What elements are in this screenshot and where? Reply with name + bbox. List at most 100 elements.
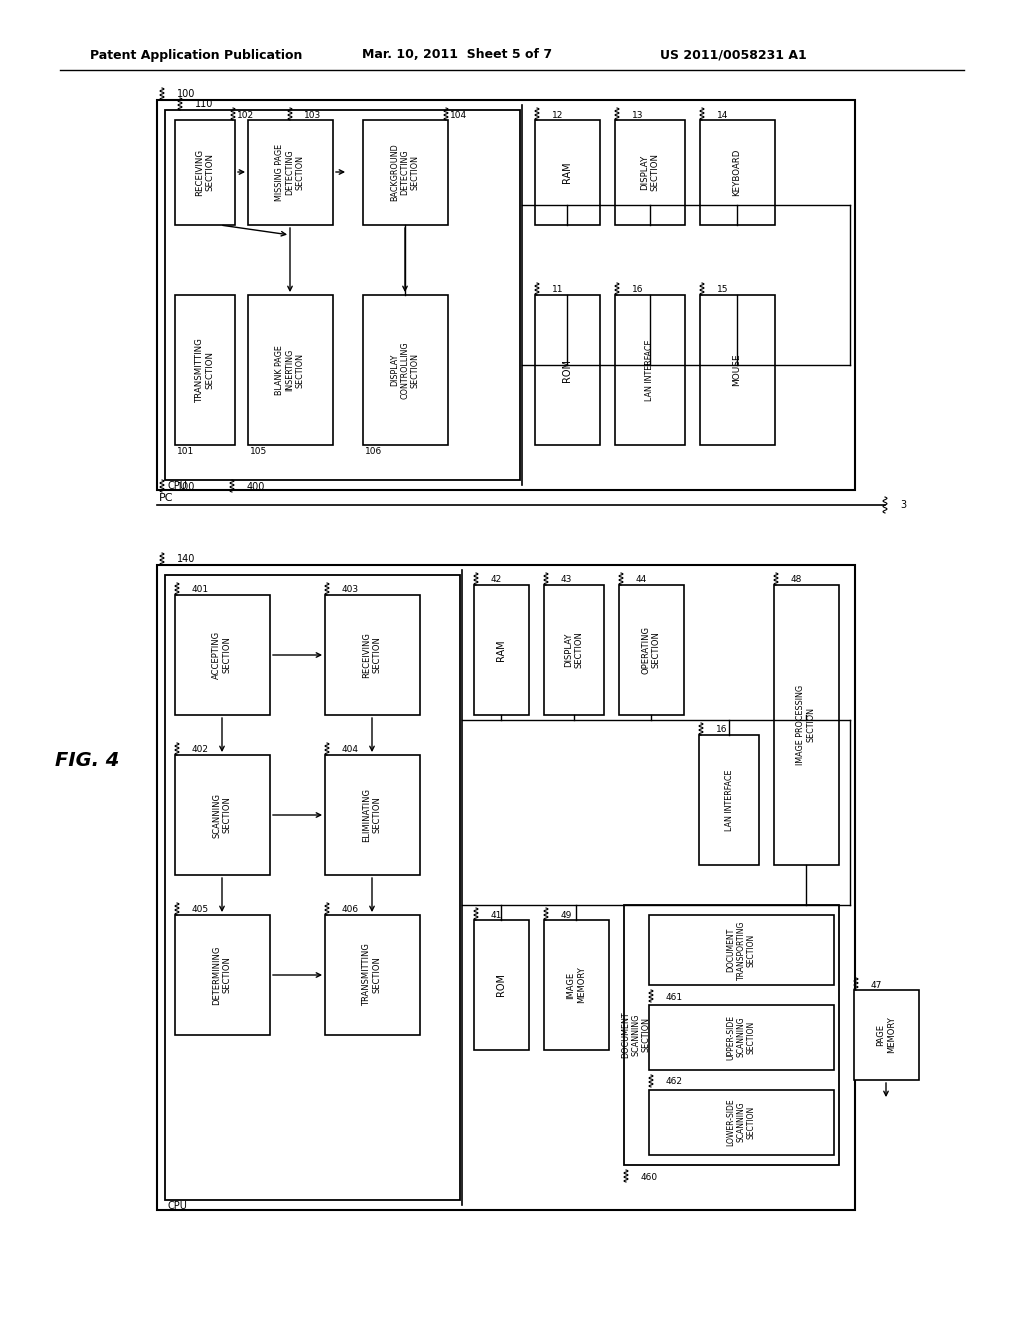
Bar (175, 915, 270, 1035)
Text: 105: 105 (250, 446, 267, 455)
Text: Patent Application Publication: Patent Application Publication (90, 49, 302, 62)
Text: 13: 13 (632, 111, 643, 120)
Text: 402: 402 (193, 746, 209, 755)
Text: 48: 48 (791, 576, 803, 585)
Text: DOCUMENT
SCANNING
SECTION: DOCUMENT SCANNING SECTION (622, 1011, 651, 1059)
Text: 461: 461 (666, 993, 683, 1002)
Text: 106: 106 (365, 446, 382, 455)
Bar (544, 585, 604, 715)
Text: CPU: CPU (168, 1201, 187, 1210)
Text: 12: 12 (552, 111, 563, 120)
Text: DISPLAY
SECTION: DISPLAY SECTION (640, 153, 659, 191)
Bar (649, 1005, 834, 1071)
Text: 104: 104 (450, 111, 467, 120)
Text: MISSING PAGE
DETECTING
SECTION: MISSING PAGE DETECTING SECTION (275, 144, 305, 201)
Text: PC: PC (159, 492, 173, 503)
Bar (535, 120, 600, 224)
Text: 41: 41 (490, 911, 503, 920)
Text: MOUSE: MOUSE (732, 354, 741, 387)
Text: FIG. 4: FIG. 4 (55, 751, 120, 770)
Bar (624, 906, 839, 1166)
Bar (165, 110, 520, 480)
Text: 44: 44 (636, 576, 647, 585)
Text: 404: 404 (342, 746, 359, 755)
Text: 15: 15 (717, 285, 728, 294)
Bar (774, 585, 839, 865)
Bar (700, 120, 775, 224)
Bar (325, 755, 420, 875)
Bar (325, 595, 420, 715)
Text: KEYBOARD: KEYBOARD (732, 148, 741, 195)
Text: BLANK PAGE
INSERTING
SECTION: BLANK PAGE INSERTING SECTION (275, 345, 305, 395)
Text: 3: 3 (900, 500, 906, 510)
Text: ELIMINATING
SECTION: ELIMINATING SECTION (362, 788, 382, 842)
Text: 403: 403 (342, 586, 359, 594)
Bar (544, 920, 609, 1049)
Text: RECEIVING
SECTION: RECEIVING SECTION (362, 632, 382, 678)
Text: BACKGROUND
DETECTING
SECTION: BACKGROUND DETECTING SECTION (390, 143, 420, 201)
Text: 47: 47 (871, 981, 883, 990)
Text: SCANNING
SECTION: SCANNING SECTION (212, 792, 231, 837)
Text: DISPLAY
SECTION: DISPLAY SECTION (564, 631, 584, 668)
Bar (649, 1090, 834, 1155)
Bar (615, 120, 685, 224)
Text: DOCUMENT
TRANSPORTING
SECTION: DOCUMENT TRANSPORTING SECTION (726, 920, 756, 979)
Text: 406: 406 (342, 906, 359, 915)
Bar (474, 920, 529, 1049)
Text: PAGE
MEMORY: PAGE MEMORY (877, 1016, 896, 1053)
Text: UPPER-SIDE
SCANNING
SECTION: UPPER-SIDE SCANNING SECTION (726, 1015, 756, 1060)
Text: IMAGE PROCESSING
SECTION: IMAGE PROCESSING SECTION (797, 685, 816, 766)
Text: DISPLAY
CONTROLLING
SECTION: DISPLAY CONTROLLING SECTION (390, 341, 420, 399)
Text: LAN INTERFACE: LAN INTERFACE (645, 339, 654, 401)
Bar (175, 294, 234, 445)
Bar (535, 294, 600, 445)
Text: LOWER-SIDE
SCANNING
SECTION: LOWER-SIDE SCANNING SECTION (726, 1098, 756, 1146)
Text: 100: 100 (177, 88, 196, 99)
Bar (248, 294, 333, 445)
Bar (615, 294, 685, 445)
Text: 103: 103 (304, 111, 322, 120)
Text: 140: 140 (177, 554, 196, 564)
Bar (700, 294, 775, 445)
Text: 101: 101 (177, 446, 195, 455)
Text: RECEIVING
SECTION: RECEIVING SECTION (196, 148, 215, 195)
Bar (157, 565, 855, 1210)
Bar (854, 990, 919, 1080)
Text: IMAGE
MEMORY: IMAGE MEMORY (566, 966, 586, 1003)
Text: RAM: RAM (496, 639, 506, 661)
Text: 405: 405 (193, 906, 209, 915)
Text: RAM: RAM (562, 161, 572, 182)
Text: 11: 11 (552, 285, 563, 294)
Text: ROM: ROM (562, 359, 572, 381)
Text: 14: 14 (717, 111, 728, 120)
Bar (618, 585, 684, 715)
Bar (362, 120, 449, 224)
Text: 401: 401 (193, 586, 209, 594)
Bar (175, 755, 270, 875)
Text: DETERMINING
SECTION: DETERMINING SECTION (212, 945, 231, 1005)
Bar (362, 294, 449, 445)
Text: US 2011/0058231 A1: US 2011/0058231 A1 (660, 49, 807, 62)
Text: ROM: ROM (496, 974, 506, 997)
Text: OPERATING
SECTION: OPERATING SECTION (641, 626, 660, 675)
Text: 16: 16 (632, 285, 643, 294)
Text: TRANSMITTING
SECTION: TRANSMITTING SECTION (362, 944, 382, 1006)
Text: 16: 16 (716, 726, 727, 734)
Bar (248, 120, 333, 224)
Bar (175, 595, 270, 715)
Text: 100: 100 (177, 482, 196, 492)
Text: 462: 462 (666, 1077, 683, 1086)
Bar (165, 576, 460, 1200)
Text: ACCEPTING
SECTION: ACCEPTING SECTION (212, 631, 231, 678)
Text: 102: 102 (237, 111, 254, 120)
Text: 400: 400 (247, 482, 265, 492)
Text: Mar. 10, 2011  Sheet 5 of 7: Mar. 10, 2011 Sheet 5 of 7 (362, 49, 552, 62)
Bar (157, 100, 855, 490)
Text: 110: 110 (195, 99, 213, 110)
Text: 43: 43 (561, 576, 572, 585)
Text: LAN INTERFACE: LAN INTERFACE (725, 770, 733, 830)
Bar (474, 585, 529, 715)
Text: 460: 460 (641, 1172, 658, 1181)
Text: 42: 42 (490, 576, 502, 585)
Bar (175, 120, 234, 224)
